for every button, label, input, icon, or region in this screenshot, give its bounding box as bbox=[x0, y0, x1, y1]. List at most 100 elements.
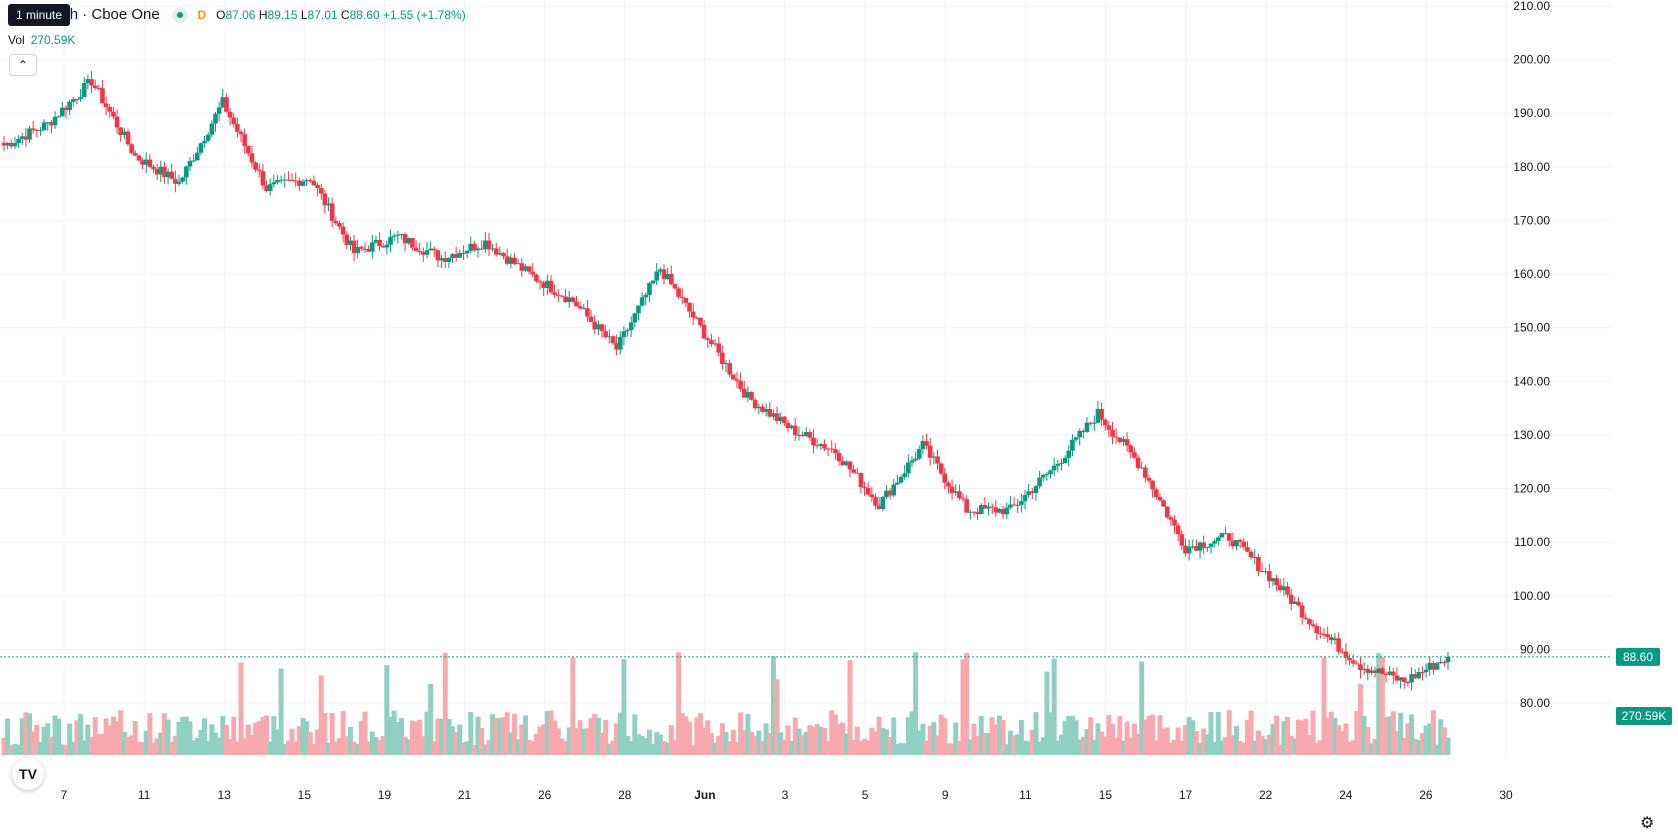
candle-body bbox=[205, 134, 211, 141]
candle-body bbox=[599, 324, 605, 332]
tradingview-logo-icon[interactable]: TV bbox=[12, 758, 44, 790]
volume-bar bbox=[843, 733, 849, 755]
volume-bar bbox=[526, 739, 532, 755]
candle-body bbox=[38, 130, 43, 132]
candle-body bbox=[665, 273, 670, 280]
volume-bar bbox=[37, 741, 43, 755]
volume-bar bbox=[989, 717, 995, 755]
candle-body bbox=[1011, 504, 1017, 506]
volume-bar bbox=[1055, 740, 1061, 755]
candle-body bbox=[1121, 439, 1126, 443]
candle-body bbox=[369, 242, 375, 252]
candle-body bbox=[1051, 465, 1057, 471]
volume-bar bbox=[486, 739, 492, 755]
candle-body bbox=[588, 316, 594, 322]
candle-body bbox=[1431, 662, 1436, 670]
candle-body bbox=[898, 476, 904, 483]
candle-body bbox=[1197, 542, 1203, 551]
candle-body bbox=[1318, 633, 1323, 635]
volume-bar bbox=[544, 711, 550, 755]
candle-body bbox=[85, 79, 91, 84]
volume-bar bbox=[1274, 715, 1280, 755]
candle-body bbox=[1438, 661, 1444, 664]
volume-bar bbox=[1197, 743, 1203, 755]
candle-body bbox=[107, 107, 113, 112]
candle-body bbox=[421, 252, 426, 255]
volume-bar bbox=[745, 714, 751, 755]
price-tick-label: 100.00 bbox=[1513, 589, 1550, 603]
candle-body bbox=[1416, 671, 1422, 679]
data-flag[interactable]: D bbox=[197, 8, 207, 22]
candle-body bbox=[920, 441, 926, 450]
candle-body bbox=[453, 254, 459, 258]
candle-body bbox=[949, 486, 955, 493]
candle-body bbox=[468, 243, 474, 252]
volume-bar bbox=[340, 711, 346, 755]
volume-bar bbox=[45, 723, 51, 755]
volume-bar bbox=[1215, 711, 1221, 755]
volume-bar bbox=[515, 739, 521, 755]
time-tick-label: 30 bbox=[1499, 788, 1513, 802]
volume-bar bbox=[16, 744, 22, 755]
candle-body bbox=[1033, 486, 1039, 493]
candle-body bbox=[1102, 419, 1108, 426]
candle-body bbox=[526, 266, 532, 272]
volume-bar bbox=[504, 712, 510, 755]
candle-body bbox=[938, 463, 944, 474]
candle-body bbox=[1445, 656, 1451, 663]
volume-bar bbox=[490, 714, 496, 755]
volume-bar bbox=[453, 732, 459, 755]
settings-icon[interactable]: ⚙ bbox=[1640, 815, 1655, 832]
collapse-legend-button[interactable]: ⌃ bbox=[9, 54, 37, 76]
volume-bar bbox=[1080, 736, 1086, 755]
candle-body bbox=[1073, 437, 1079, 440]
candle-body bbox=[1361, 668, 1367, 671]
candle-body bbox=[81, 83, 87, 98]
volume-bar bbox=[497, 717, 503, 755]
candle-body bbox=[1019, 501, 1024, 505]
volume-bar bbox=[1434, 744, 1440, 755]
volume-bar bbox=[949, 743, 955, 755]
price-tick-label: 160.00 bbox=[1513, 267, 1550, 281]
candle-body bbox=[125, 131, 131, 145]
market-status-icon[interactable] bbox=[171, 7, 188, 24]
candle-body bbox=[537, 281, 543, 283]
volume-bar bbox=[1091, 739, 1097, 755]
candle-body bbox=[359, 246, 364, 249]
candle-body bbox=[1401, 677, 1407, 682]
candle-body bbox=[227, 111, 233, 118]
candle-body bbox=[541, 282, 546, 289]
volume-bar bbox=[1, 737, 7, 755]
volume-bar bbox=[614, 723, 620, 755]
volume-bar bbox=[588, 717, 594, 755]
candle-body bbox=[1172, 519, 1177, 526]
candle-body bbox=[329, 203, 335, 221]
candle-body bbox=[238, 131, 244, 135]
candle-body bbox=[942, 473, 948, 483]
volume-bar bbox=[12, 743, 18, 755]
volume-bar bbox=[169, 741, 175, 755]
volume-bar bbox=[1015, 734, 1021, 755]
volume-bar bbox=[1142, 719, 1148, 755]
interval-tooltip: 1 minute bbox=[8, 4, 71, 26]
candle-body bbox=[1164, 506, 1170, 518]
price-tick-label: 110.00 bbox=[1514, 535, 1550, 549]
candle-body bbox=[256, 169, 262, 172]
volume-bar bbox=[78, 714, 84, 755]
candle-body bbox=[231, 117, 237, 125]
time-tick-label: 11 bbox=[138, 788, 151, 802]
candle-body bbox=[132, 153, 138, 156]
candle-body bbox=[975, 512, 980, 515]
volume-bar bbox=[1226, 710, 1232, 755]
candle-body bbox=[493, 248, 499, 255]
volume-bar bbox=[1445, 737, 1451, 755]
candle-body bbox=[118, 127, 123, 135]
volume-bar bbox=[559, 738, 565, 755]
volume-bar bbox=[366, 741, 372, 755]
candle-body bbox=[1070, 439, 1075, 451]
candle-body bbox=[1296, 601, 1301, 606]
candle-body bbox=[643, 294, 649, 298]
candle-body bbox=[1146, 477, 1152, 481]
volume-bar bbox=[902, 743, 908, 755]
